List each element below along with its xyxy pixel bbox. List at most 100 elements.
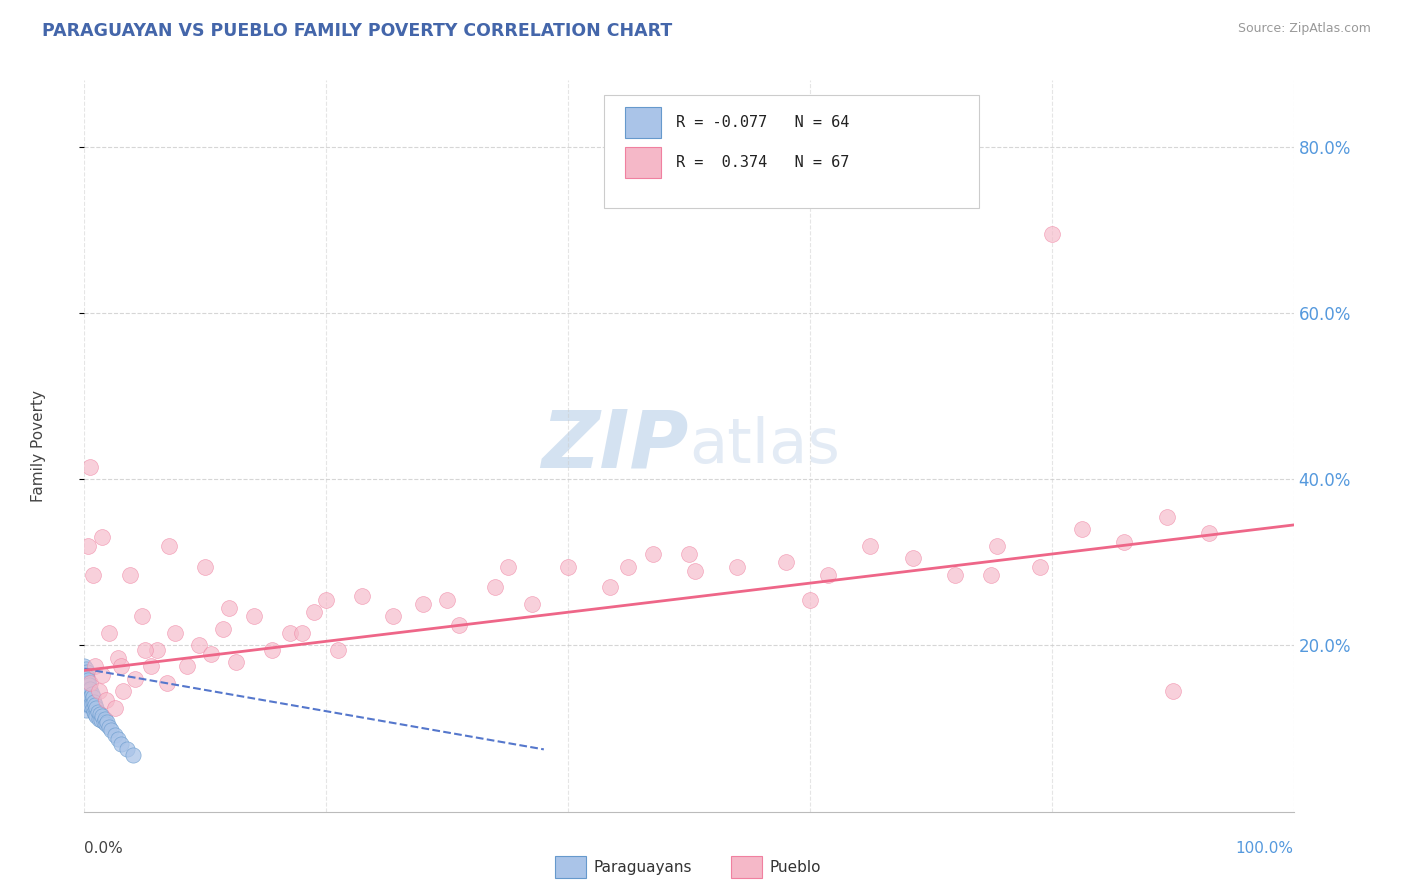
Point	[520, 597, 543, 611]
Point	[110, 659, 132, 673]
Point	[134, 642, 156, 657]
Point	[617, 559, 640, 574]
Point	[84, 698, 107, 713]
Point	[76, 665, 98, 679]
Point	[83, 695, 105, 709]
Point	[176, 659, 198, 673]
Point	[436, 592, 458, 607]
Point	[84, 706, 107, 721]
Point	[73, 659, 96, 673]
Point	[188, 639, 211, 653]
Point	[73, 680, 96, 694]
Point	[496, 559, 519, 574]
Point	[1114, 534, 1136, 549]
Point	[120, 567, 142, 582]
Point	[94, 712, 117, 726]
Point	[107, 731, 129, 746]
Point	[352, 589, 374, 603]
Point	[79, 681, 101, 696]
Point	[77, 673, 100, 688]
Point	[77, 684, 100, 698]
Point	[75, 684, 97, 698]
Bar	[624, 107, 661, 138]
Point	[82, 567, 104, 582]
Point	[75, 692, 97, 706]
Point	[75, 703, 97, 717]
Point	[97, 626, 120, 640]
Point	[980, 567, 1002, 582]
Point	[87, 684, 110, 698]
Text: R = -0.077   N = 64: R = -0.077 N = 64	[676, 115, 849, 130]
Point	[80, 697, 103, 711]
Text: R =  0.374   N = 67: R = 0.374 N = 67	[676, 154, 849, 169]
Point	[83, 705, 105, 719]
Point	[94, 717, 117, 731]
Point	[77, 689, 100, 703]
Text: 100.0%: 100.0%	[1236, 841, 1294, 856]
Point	[449, 617, 471, 632]
Point	[225, 655, 247, 669]
Point	[90, 714, 112, 728]
Point	[484, 580, 506, 594]
Point	[76, 676, 98, 690]
Point	[139, 659, 162, 673]
Point	[73, 687, 96, 701]
Point	[302, 605, 325, 619]
Point	[73, 673, 96, 688]
Point	[260, 642, 283, 657]
Point	[104, 728, 127, 742]
Point	[155, 676, 177, 690]
Point	[315, 592, 337, 607]
Point	[82, 701, 104, 715]
Point	[1161, 684, 1184, 698]
Point	[104, 701, 127, 715]
Point	[901, 551, 924, 566]
Point	[124, 672, 146, 686]
Text: PARAGUAYAN VS PUEBLO FAMILY POVERTY CORRELATION CHART: PARAGUAYAN VS PUEBLO FAMILY POVERTY CORR…	[42, 22, 672, 40]
Text: 0.0%: 0.0%	[84, 841, 124, 856]
Point	[75, 667, 97, 681]
Point	[91, 709, 114, 723]
Point	[121, 748, 143, 763]
Point	[76, 689, 98, 703]
Point	[557, 559, 579, 574]
Text: atlas: atlas	[689, 416, 839, 476]
Point	[87, 712, 110, 726]
Point	[77, 539, 100, 553]
Point	[73, 681, 96, 696]
Point	[278, 626, 301, 640]
Point	[1071, 522, 1094, 536]
Point	[94, 692, 117, 706]
Point	[84, 659, 107, 673]
Point	[79, 676, 101, 690]
Point	[1198, 526, 1220, 541]
Point	[817, 567, 839, 582]
Point	[73, 684, 96, 698]
Point	[131, 609, 153, 624]
Point	[86, 709, 108, 723]
Point	[194, 559, 217, 574]
Point	[678, 547, 700, 561]
Point	[859, 539, 882, 553]
FancyBboxPatch shape	[605, 95, 979, 209]
Point	[110, 737, 132, 751]
Point	[412, 597, 434, 611]
Point	[76, 695, 98, 709]
Point	[157, 539, 180, 553]
Point	[775, 555, 797, 569]
Point	[381, 609, 404, 624]
Point	[86, 701, 108, 715]
Point	[82, 690, 104, 704]
Point	[76, 680, 98, 694]
Point	[242, 609, 264, 624]
Text: Source: ZipAtlas.com: Source: ZipAtlas.com	[1237, 22, 1371, 36]
Point	[75, 698, 97, 713]
Point	[112, 684, 135, 698]
Point	[683, 564, 706, 578]
Point	[1028, 559, 1050, 574]
Text: Pueblo: Pueblo	[769, 860, 821, 874]
Point	[79, 690, 101, 704]
Point	[291, 626, 314, 640]
Point	[107, 651, 129, 665]
Point	[91, 667, 114, 681]
